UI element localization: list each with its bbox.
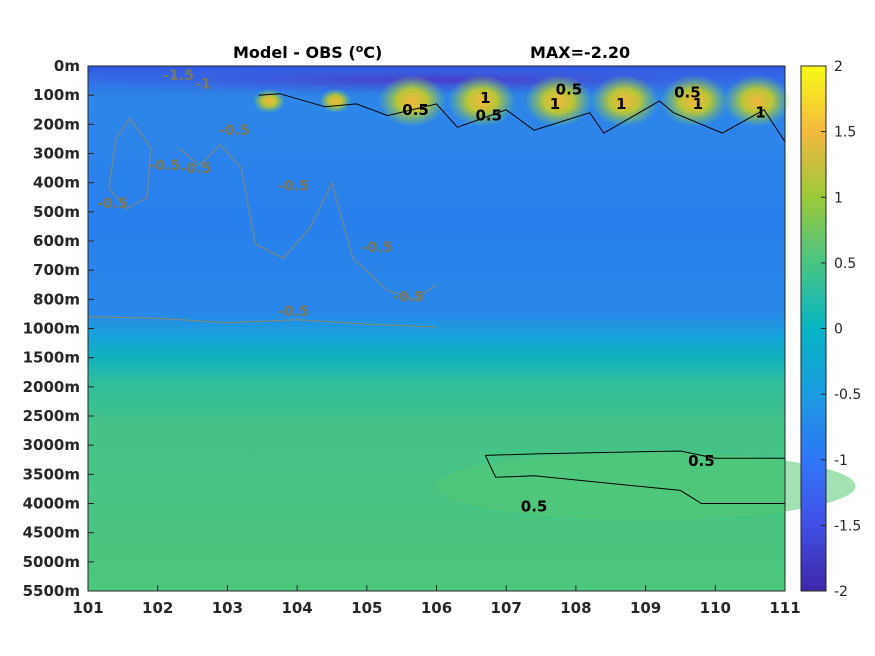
colorbar-tick-label: -1 — [834, 453, 848, 469]
deep-warm-region — [435, 452, 856, 520]
y-tick-label: 300m — [33, 145, 80, 163]
warm-anomaly — [723, 75, 792, 127]
contour-label: 0.5 — [402, 101, 429, 119]
colorbar: 2 1.5 1 0.5 0 -0.5 -1 -1.5 -2 — [800, 59, 861, 600]
x-tick-label: 108 — [560, 599, 591, 617]
heatmap-overlay — [88, 66, 856, 520]
contour-label: 0.5 — [556, 80, 583, 98]
colorbar-tick-label: -2 — [834, 584, 848, 600]
y-tick-label: 500m — [33, 203, 80, 221]
contour-label: -0.5 — [219, 123, 250, 139]
y-tick-label: 400m — [33, 174, 80, 192]
contour-label: 0.5 — [688, 452, 715, 470]
x-tick-label: 109 — [630, 599, 661, 617]
contour-label: 1 — [550, 95, 560, 113]
y-tick-label: 2500m — [23, 407, 80, 425]
y-tick-label: 100m — [33, 86, 80, 104]
x-tick-label: 102 — [142, 599, 173, 617]
colorbar-tick-label: 1.5 — [834, 125, 856, 141]
contour-label: 1 — [755, 104, 765, 122]
contour-label: -0.5 — [278, 304, 309, 320]
y-axis: 0m 100m 200m 300m 400m 500m 600m 700m 800m 1000m 1… — [23, 57, 786, 600]
chart-title: Model - OBS (oC) — [233, 42, 382, 62]
contour-label: 1 — [693, 95, 703, 113]
colorbar-tick-label: -1.5 — [834, 518, 861, 534]
contour-label: 0.5 — [475, 107, 502, 125]
heatmap-plot-area — [87, 66, 856, 591]
y-tick-label: 600m — [33, 232, 80, 250]
contour-0.5-surface — [258, 93, 786, 143]
contour-label: 0.5 — [521, 497, 548, 515]
colorbar-tick-label: -0.5 — [834, 387, 861, 403]
x-tick-label: 103 — [212, 599, 243, 617]
warm-anomaly — [319, 89, 352, 113]
y-tick-label: 4500m — [23, 524, 80, 542]
contour-0.5-lower — [484, 455, 785, 504]
warm-anomaly — [524, 75, 593, 127]
y-tick-label: 5000m — [23, 553, 80, 571]
contour-label: 1 — [480, 89, 490, 107]
y-tick-label: 800m — [33, 290, 80, 308]
y-tick-label: 200m — [33, 115, 80, 133]
max-label: MAX=-2.20 — [530, 43, 630, 62]
y-tick-label: 4000m — [23, 495, 80, 513]
warm-anomaly — [590, 75, 659, 127]
y-tick-label: 700m — [33, 261, 80, 279]
y-tick-label: 2000m — [23, 378, 80, 396]
contour-neg0.5-a — [108, 117, 152, 210]
contour-label: -0.5 — [362, 240, 393, 256]
colorbar-tick-label: 1 — [834, 190, 843, 206]
contour-label: 1 — [616, 95, 626, 113]
plot-frame — [87, 65, 786, 592]
y-tick-label: 0m — [54, 57, 80, 75]
y-tick-label: 1000m — [23, 320, 80, 338]
contour-label: -0.5 — [393, 289, 424, 305]
contour-label: -0.5 — [181, 161, 212, 177]
x-tick-label: 101 — [72, 599, 103, 617]
contour-lines — [87, 93, 786, 504]
x-tick-label: 104 — [281, 599, 312, 617]
colorbar-tick-label: 2 — [834, 59, 843, 75]
contour-label: -1.5 — [163, 68, 194, 84]
warm-anomaly — [447, 75, 516, 127]
contour-label: -0.5 — [97, 196, 128, 212]
contour-neg0.5-deep — [87, 316, 437, 328]
y-tick-label: 3000m — [23, 436, 80, 454]
warm-anomaly — [253, 89, 286, 113]
contour-label: -0.5 — [278, 179, 309, 195]
x-tick-label: 110 — [700, 599, 731, 617]
contour-label: 0.5 — [674, 83, 701, 101]
x-tick-label: 111 — [769, 599, 800, 617]
contour-label: -0.5 — [149, 158, 180, 174]
x-tick-label: 106 — [421, 599, 452, 617]
contour-neg0.5-b — [178, 144, 437, 300]
x-tick-label: 107 — [491, 599, 522, 617]
contour-0.5-upper — [485, 450, 785, 459]
x-axis: 101 102 103 104 105 106 107 108 109 110 111 — [72, 585, 801, 617]
contour-label: -1 — [195, 77, 211, 93]
y-tick-label: 5500m — [23, 582, 80, 600]
colorbar-tick-label: 0.5 — [834, 256, 856, 272]
y-tick-label: 1500m — [23, 349, 80, 367]
y-tick-label: 3500m — [23, 465, 80, 483]
colorbar-tick-label: 0 — [834, 322, 843, 338]
x-tick-label: 105 — [351, 599, 382, 617]
contour-labels: -1.5-1-0.5-0.5 -0.5-0.5-0.5-0.5-0.5-0.50.… — [97, 68, 766, 516]
